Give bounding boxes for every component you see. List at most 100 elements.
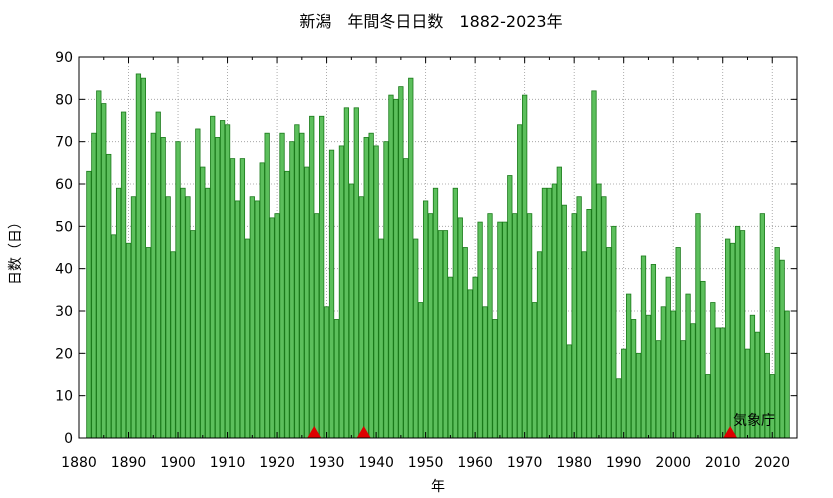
bar [205, 187, 211, 439]
bar [774, 247, 780, 439]
bar [304, 166, 310, 439]
bar [526, 213, 533, 439]
bar [432, 187, 439, 439]
bar [234, 200, 241, 439]
bar [348, 183, 354, 439]
bar [447, 276, 454, 439]
bar [86, 170, 92, 439]
bar [645, 314, 652, 439]
bar [333, 319, 340, 439]
bar [343, 107, 350, 439]
bar [368, 132, 374, 439]
bar [759, 213, 765, 439]
bar [566, 344, 572, 439]
bar [512, 213, 518, 439]
bar [254, 200, 260, 439]
bar [120, 111, 127, 439]
plot-frame [78, 56, 798, 439]
bar [477, 221, 483, 439]
bar [422, 200, 429, 439]
bar [244, 238, 250, 439]
bar [106, 153, 112, 439]
y-tick-label: 40 [55, 262, 73, 278]
bar [541, 187, 548, 439]
x-tick-label: 1980 [556, 455, 592, 471]
bar [467, 289, 473, 439]
bar [680, 340, 686, 439]
bar [338, 145, 345, 439]
bar [314, 213, 320, 439]
x-axis-title: 年 [431, 479, 445, 495]
bar [670, 310, 676, 439]
bar [279, 132, 285, 439]
bar [630, 319, 637, 439]
x-tick-label: 1910 [210, 455, 246, 471]
markers [307, 426, 738, 438]
bar [452, 187, 458, 439]
bar [229, 158, 236, 439]
bar [695, 213, 701, 439]
bar [601, 196, 607, 439]
bar [650, 264, 657, 439]
bar [507, 175, 513, 439]
x-axis: 1880 1890 1900 1910 1920 1930 1940 1950 1960 1970… [61, 57, 798, 471]
bar [388, 94, 394, 439]
y-tick-label: 50 [55, 219, 73, 235]
bar [581, 251, 587, 439]
x-tick-label: 1890 [111, 455, 147, 471]
bar [561, 204, 567, 439]
bar [160, 137, 166, 439]
y-tick-label: 80 [55, 92, 73, 108]
bar [517, 124, 523, 439]
bar [640, 255, 647, 439]
bar [210, 115, 216, 439]
bar [413, 238, 419, 439]
marker-triangle [356, 426, 371, 438]
bar [150, 132, 156, 439]
bar [125, 242, 132, 439]
bar [482, 306, 488, 439]
bar [195, 128, 201, 439]
gridlines [79, 57, 797, 438]
y-tick-label: 0 [64, 431, 73, 447]
bar [487, 213, 493, 439]
bar [190, 230, 196, 439]
bar [779, 259, 785, 439]
bar [616, 378, 622, 439]
bar [655, 340, 661, 439]
bar [363, 137, 369, 439]
x-tick-label: 1990 [606, 455, 642, 471]
bar [531, 302, 538, 439]
bar [571, 213, 577, 439]
bar [249, 196, 255, 439]
bar [96, 90, 102, 439]
bar [591, 90, 597, 439]
x-tick-label: 2020 [754, 455, 790, 471]
bar [215, 137, 221, 439]
bar [556, 166, 562, 439]
bar [606, 247, 612, 439]
bar [715, 327, 721, 439]
y-tick-label: 10 [55, 389, 73, 405]
y-tick-label: 60 [55, 177, 73, 193]
bar [522, 94, 528, 439]
bar [546, 187, 553, 439]
bar [224, 124, 231, 439]
marker-triangle [723, 426, 738, 438]
bar [398, 86, 404, 439]
bar [323, 306, 330, 439]
bar [353, 107, 359, 439]
y-tick-label: 90 [55, 50, 73, 66]
x-tick-label: 1970 [507, 455, 543, 471]
bar [472, 276, 478, 439]
bar [536, 251, 543, 439]
bar [729, 242, 736, 439]
y-tick-label: 20 [55, 346, 73, 362]
bar [442, 230, 449, 439]
bar [165, 196, 171, 439]
bar [492, 319, 498, 439]
bar [720, 327, 726, 439]
y-tick-label: 30 [55, 304, 73, 320]
bar [299, 132, 305, 439]
